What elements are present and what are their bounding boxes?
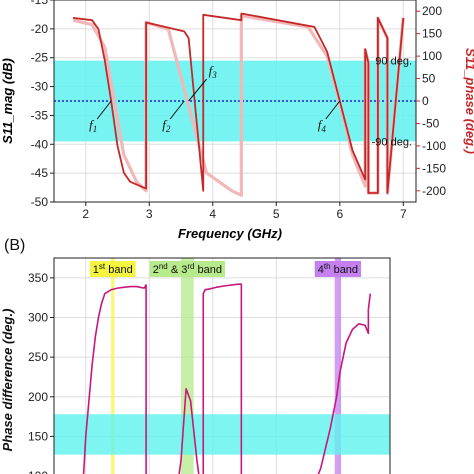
panel-b-band-bar: [111, 258, 115, 474]
panel-b-band-bar: [334, 258, 342, 474]
panel-b-y-tick-label: 300: [28, 310, 48, 324]
panel-b-y-axis-title: Phase difference (deg.): [0, 309, 15, 452]
panel-a-right-tick-label: 200: [422, 4, 442, 18]
panel-b-series-group: [82, 283, 372, 474]
panel-b-y-tick-label: 250: [28, 350, 48, 364]
panel-b-y-axis-ticks: 100 150 200 250 300 350: [28, 271, 54, 474]
panel-a-right-tick-label: 100: [422, 49, 442, 63]
panel-a-y-tick-label: -20: [31, 22, 49, 36]
panel-b-band-label: 1st band: [93, 262, 133, 276]
panel-a-right-tick-label: 50: [422, 72, 436, 86]
panel-a-right-tick-label: 0: [422, 94, 429, 108]
panel-a-y-axis-title: S11_mag (dB): [0, 58, 15, 144]
panel-b-band-label: 2nd & 3rd band: [153, 262, 222, 276]
panel-b-band-label: 4th band: [318, 262, 358, 276]
panel-b-y-tick-label: 100: [28, 469, 48, 474]
panel-a-right-tick-label: 150: [422, 27, 442, 41]
panel-a-degree-annotation: 90 deg.: [375, 56, 412, 68]
panel-a-frequency-annotation: f3: [209, 63, 218, 80]
panel-a-annotation-arrow: [96, 100, 112, 120]
panel-a-x-axis-title: Frequency (GHz): [178, 226, 282, 241]
panel-a-frequency-annotation: f1: [89, 117, 97, 134]
panel-a-x-tick-label: 6: [336, 207, 343, 221]
panel-b-band-labels: 1st band 2nd & 3rd band 4th band: [89, 261, 362, 277]
panel-a-x-tick-label: 4: [209, 207, 216, 221]
panel-a-y-tick-label: -15: [31, 0, 49, 7]
panel-a-annotation-arrow: [325, 100, 341, 120]
panel-a-annotations: 90 deg. -90 deg. f1 f2 f3 f4: [89, 56, 412, 149]
panel-b-shaded-band: [54, 414, 390, 455]
panel-a-y-tick-label: -50: [31, 195, 49, 209]
panel-b-frame: [53, 257, 391, 474]
panel-b-y-tick-label: 200: [28, 390, 48, 404]
panel-a-degree-annotation: -90 deg.: [372, 136, 412, 148]
panel-a-right-tick-label: -50: [422, 116, 440, 130]
panel-a-x-tick-label: 3: [146, 207, 153, 221]
panel-b-y-tick-label: 350: [28, 271, 48, 285]
panel-a-x-tick-label: 7: [400, 207, 407, 221]
panel-a-y-axis-ticks: -50 -45 -40 -35 -30 -25 -20 -15: [31, 0, 54, 209]
panel-a-x-axis-ticks: 2 3 4 5 6 7: [82, 202, 407, 221]
panel-a-y-tick-label: -35: [31, 108, 49, 122]
panel-a-right-axis-ticks: -200 -150 -100 -50 0 50 100 150 200: [416, 4, 446, 198]
panel-a-y-tick-label: -40: [31, 137, 49, 151]
panel-a-right-axis-title: S11_phase (deg.): [463, 48, 474, 154]
panel-a-x-tick-label: 2: [82, 207, 89, 221]
panel-a-annotation-arrow: [169, 100, 185, 120]
panel-a-chart: 2 3 4 5 6 7 -50 -45 -40 -35 -30 -25 -20 -15 -200 -150…: [0, 0, 474, 241]
panel-b-label: (B): [4, 237, 25, 254]
panel-a-right-tick-label: -150: [422, 161, 446, 175]
panel-b-band-label-background: [149, 261, 226, 277]
panel-a-series-group: [72, 12, 405, 197]
panel-a-frequency-annotation: f2: [162, 117, 171, 134]
panel-a-phase-series-line: [72, 12, 405, 194]
panel-a-y-tick-label: -45: [31, 166, 49, 180]
panel-a-annotation-arrow: [188, 78, 208, 102]
panel-b-band-label-background: [314, 261, 362, 277]
panel-a-frequency-annotation: f4: [318, 117, 327, 134]
panel-b-band-label-background: [89, 261, 136, 277]
panel-b-phase-difference-line: [82, 283, 372, 474]
panel-a-right-tick-label: -200: [422, 184, 446, 198]
panel-a-y-tick-label: -25: [31, 51, 49, 65]
panel-a-y-tick-label: -30: [31, 80, 49, 94]
panel-b-y-tick-label: 150: [28, 429, 48, 443]
panel-a-right-tick-label: -100: [422, 139, 446, 153]
panel-a-x-tick-label: 5: [273, 207, 280, 221]
panel-b-chart: (B) 100 150 200 250 300 350 1st band 2nd & 3rd…: [0, 237, 391, 474]
